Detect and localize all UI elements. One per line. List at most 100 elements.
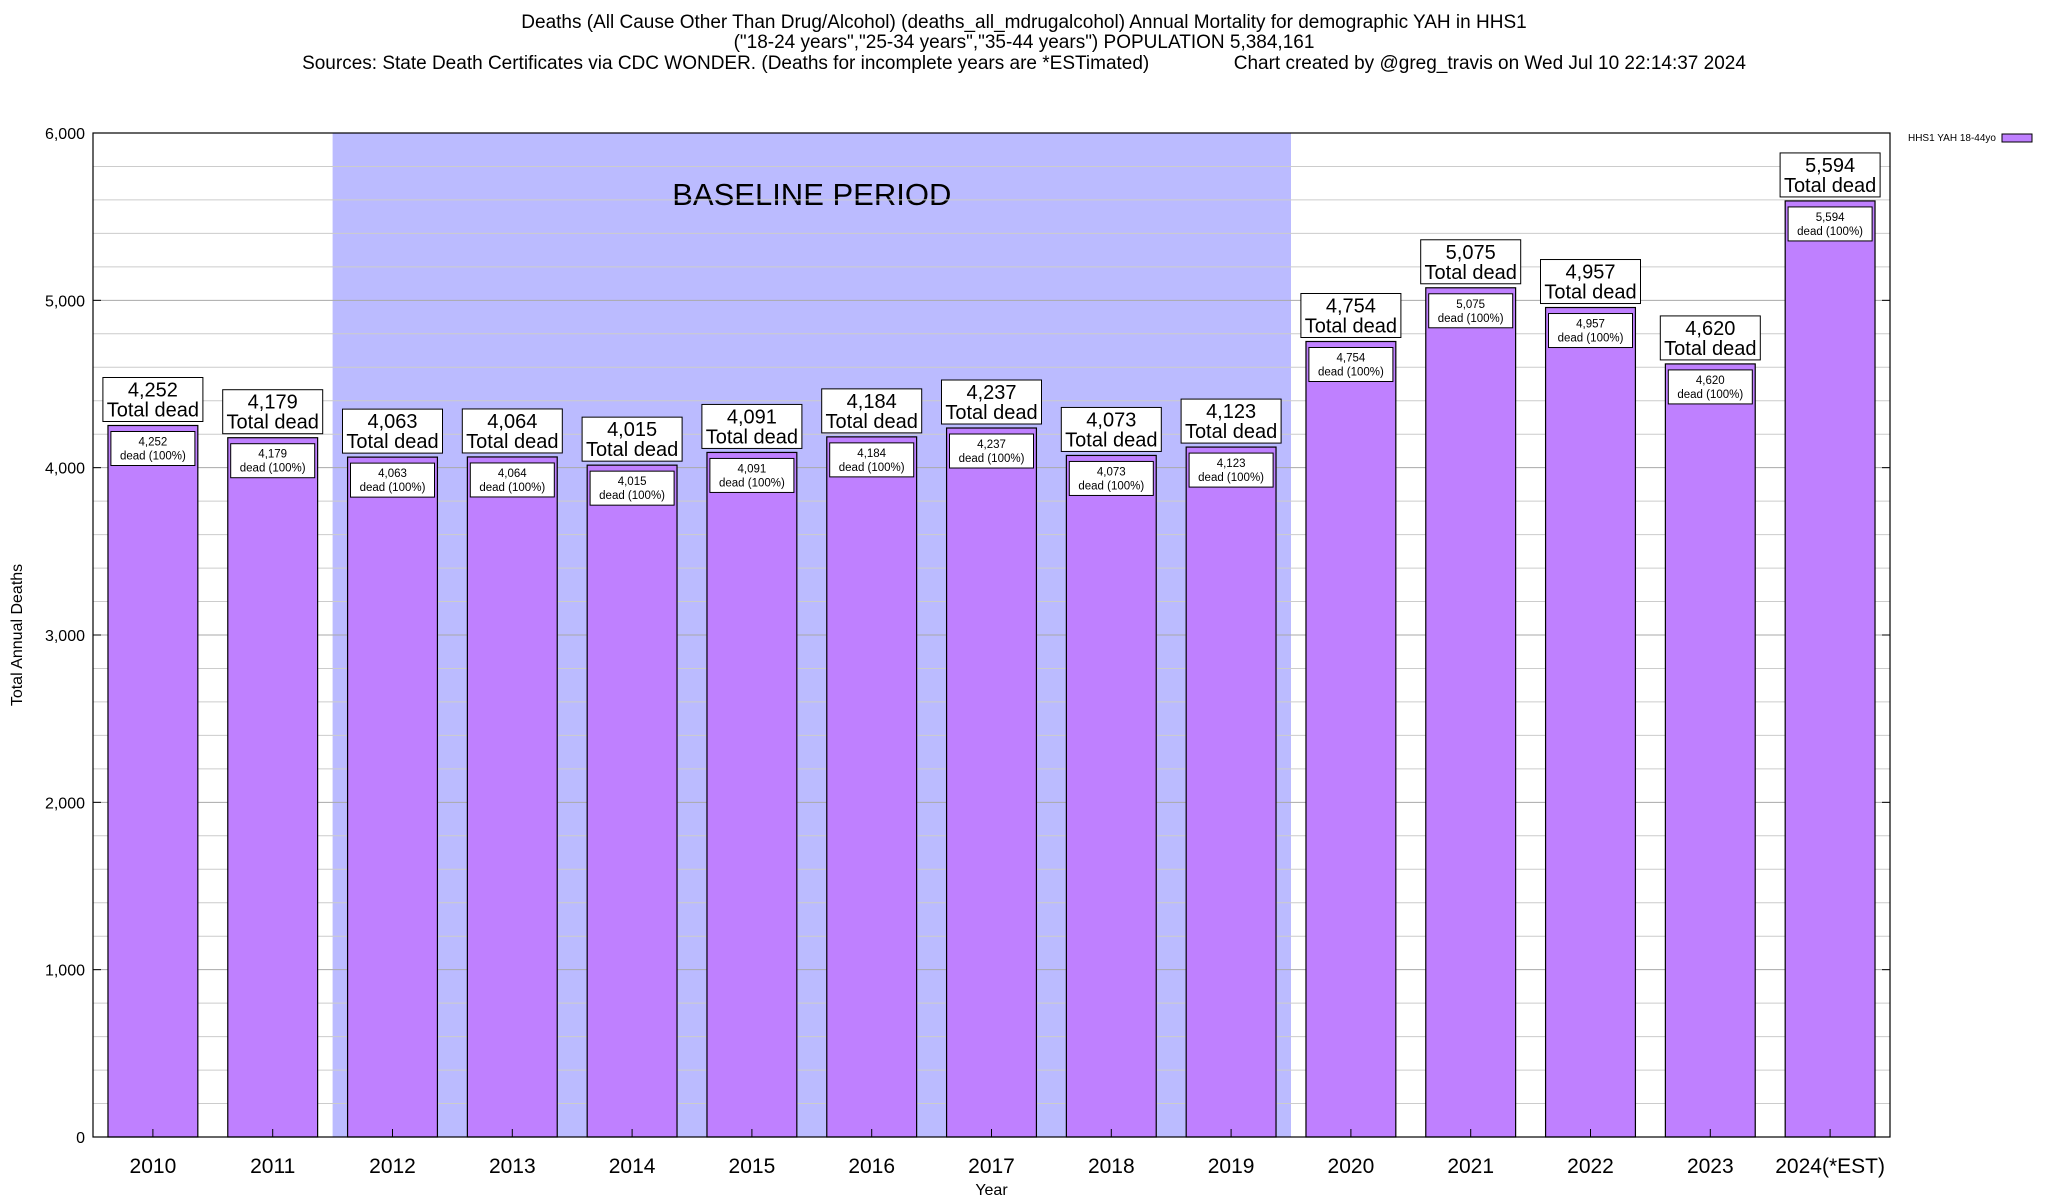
inner-value-label: 4,184 [857,448,886,460]
bar [1305,340,1397,1138]
x-tick-label: 2012 [369,1155,416,1178]
inner-label-box [1068,460,1154,496]
total-value-label: 5,075 [1446,242,1496,264]
inner-value-label: 4,620 [1696,375,1725,387]
bar [1544,306,1637,1138]
total-dead-label: Total dead [1185,421,1277,443]
inner-label-box [469,462,555,498]
total-dead-label: Total dead [227,412,319,434]
total-label-box [1060,406,1162,452]
x-tick-label: 2016 [848,1155,895,1178]
inner-dead-label: dead (100%) [839,462,905,474]
x-tick-label: 2019 [1208,1155,1255,1178]
y-tick-label: 5,000 [45,293,85,310]
total-value-label: 4,123 [1206,401,1256,423]
total-label-box [1420,239,1522,285]
total-label-box [581,416,683,462]
inner-dead-label: dead (100%) [1078,480,1144,492]
inner-value-label: 4,015 [618,476,647,488]
x-tick-label: 2024(*EST) [1775,1155,1885,1178]
bar [227,437,319,1138]
baseline-period-label: BASELINE PERIOD [672,177,951,212]
total-label-box [461,408,563,454]
x-tick-label: 2018 [1088,1155,1135,1178]
x-tick-label: 2014 [609,1155,656,1178]
inner-dead-label: dead (100%) [240,463,306,475]
bars-layer [107,200,1876,1138]
inner-dead-label: dead (100%) [959,453,1025,465]
total-value-label: 4,073 [1086,409,1136,431]
bar [466,456,558,1138]
inner-label-box [1308,346,1394,382]
total-value-label: 4,179 [248,392,298,414]
inner-value-label: 5,594 [1816,212,1845,224]
inner-label-box [1188,452,1274,488]
x-tick-label: 2023 [1687,1155,1734,1178]
inner-dead-label: dead (100%) [120,450,186,462]
inner-label-box [230,443,316,479]
legend-label: HHS1 YAH 18-44yo [1908,133,1996,144]
inner-label-box [110,430,196,466]
total-dead-label: Total dead [1305,315,1397,337]
legend-layer: HHS1 YAH 18-44yo [1908,133,2033,144]
bar [706,451,798,1138]
x-tick-label: 2017 [968,1155,1015,1178]
inner-value-label: 4,091 [738,463,767,475]
total-label-box [941,379,1042,425]
total-label-box [102,376,204,422]
total-dead-label: Total dead [466,431,558,453]
total-dead-label: Total dead [1065,429,1157,451]
total-dead-label: Total dead [1544,282,1636,304]
bar [346,456,439,1138]
total-value-label: 4,620 [1685,318,1735,340]
inner-label-box [709,457,795,493]
total-dead-label: Total dead [945,402,1037,424]
total-dead-label: Total dead [1425,262,1517,284]
bar [1185,446,1277,1138]
inner-dead-label: dead (100%) [719,477,785,489]
inner-value-label: 5,075 [1456,299,1485,311]
bar [1065,454,1157,1138]
total-value-label: 4,957 [1565,262,1615,284]
y-axis-title: Total Annual Deaths [9,564,26,706]
y-tick-label: 4,000 [45,461,85,478]
total-value-label: 4,237 [966,382,1016,404]
inner-dead-label: dead (100%) [1558,333,1624,345]
total-dead-label: Total dead [107,399,199,421]
total-label-box [1779,152,1881,198]
bar [1664,363,1756,1138]
total-value-label: 4,252 [128,379,178,401]
total-dead-label: Total dead [586,439,678,461]
inner-label-box [1548,313,1633,349]
x-tick-label: 2010 [130,1155,177,1178]
inner-dead-label: dead (100%) [1797,226,1863,238]
bar [826,436,918,1138]
inner-dead-label: dead (100%) [1318,366,1384,378]
inner-value-label: 4,073 [1097,466,1126,478]
inner-value-label: 4,957 [1576,319,1605,331]
total-dead-label: Total dead [1784,175,1876,197]
bar [107,424,199,1138]
total-value-label: 4,063 [367,411,417,433]
x-tick-label: 2020 [1328,1155,1375,1178]
y-tick-label: 1,000 [45,963,85,980]
inner-value-label: 4,237 [977,439,1006,451]
inner-dead-label: dead (100%) [599,490,665,502]
inner-label-box [589,470,675,506]
bar [1784,200,1876,1138]
total-label-box [1659,315,1761,361]
total-value-label: 4,184 [847,391,897,413]
chart-subtitle: ("18-24 years","25-34 years","35-44 year… [733,32,1315,53]
total-label-box [701,403,803,449]
inner-value-label: 4,123 [1217,458,1246,470]
inner-dead-label: dead (100%) [1677,389,1743,401]
inner-value-label: 4,063 [378,468,407,480]
chart-source-line: Sources: State Death Certificates via CD… [302,53,1746,74]
total-value-label: 4,015 [607,419,657,441]
inner-value-label: 4,252 [139,436,168,448]
total-value-label: 4,064 [487,411,537,433]
inner-value-label: 4,179 [258,449,287,461]
inner-dead-label: dead (100%) [1438,313,1504,325]
total-dead-label: Total dead [826,411,918,433]
